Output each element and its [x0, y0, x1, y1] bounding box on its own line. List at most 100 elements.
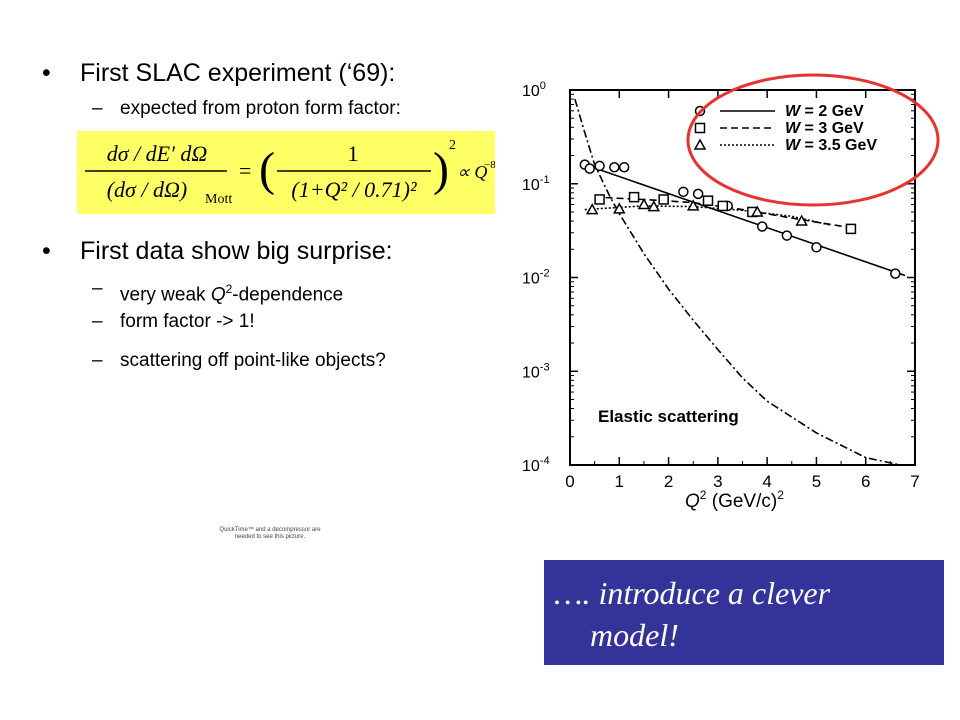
y-tick-label: 10-3 [522, 361, 550, 381]
data-point-circle [756, 221, 768, 232]
y-tick-exponent: -3 [540, 361, 550, 373]
data-point-square [717, 200, 729, 212]
y-tick-label: 100 [522, 80, 546, 100]
bullet-text: First SLAC experiment (‘69): [80, 59, 396, 87]
y-tick-base: 10 [522, 177, 540, 194]
bullet-surprise: • First data show big surprise: [42, 236, 393, 266]
formula-box: dσ / dE′ dΩ (dσ / dΩ) Mott = ( 1 (1+Q² /… [77, 131, 495, 214]
sub-bullet-expected: – expected from proton form factor: [92, 97, 401, 121]
data-point-triangle [585, 203, 599, 215]
sub-bullet-weak-q2: – very weak Q2-dependence [92, 277, 343, 307]
bullet-text: First data show big surprise: [80, 237, 393, 265]
y-tick-label: 10-2 [522, 268, 550, 288]
sub-bullet-q: Q [210, 284, 226, 306]
data-point-square [658, 194, 669, 205]
y-tick-exponent: -4 [540, 455, 550, 467]
data-markers [579, 159, 901, 279]
bullet-slac-experiment: • First SLAC experiment (‘69): [42, 58, 396, 88]
y-tick-exponent: -1 [540, 174, 550, 186]
data-point-triangle [686, 199, 700, 211]
data-point-circle [678, 186, 689, 198]
quicktime-placeholder-note: QuickTime™ and a decompressor are needed… [219, 527, 321, 540]
formula-proportional: ∝ Q [457, 162, 487, 182]
x-tick-label: 7 [910, 472, 919, 491]
sub-bullet-form-factor: – form factor -> 1! [92, 310, 255, 334]
legend-marker-triangle [693, 138, 707, 150]
x-tick-label: 6 [861, 472, 870, 491]
formula-lparen: ( [259, 143, 275, 196]
callout-box: …. introduce a clever model! [544, 560, 944, 665]
data-point-square [845, 223, 857, 235]
formula-prop-exponent: −8 [484, 159, 495, 171]
data-point-square [702, 195, 714, 206]
y-tick-label: 10-1 [522, 174, 550, 194]
bullet-dot: • [42, 237, 51, 265]
formula-numerator: dσ / dE′ dΩ [107, 141, 208, 166]
y-tick-base: 10 [522, 83, 540, 100]
x-axis-label-unit: (GeV/c) [706, 491, 777, 512]
y-tick-base: 10 [522, 364, 540, 381]
x-axis-label-sup: 2 [700, 488, 707, 502]
sub-bullet-point-like: – scattering off point-like objects? [92, 349, 386, 373]
legend-label-rest: = 3 GeV [800, 120, 864, 137]
x-axis-ticks: 0 1 2 3 4 5 6 7 [565, 90, 920, 491]
data-point-triangle [613, 202, 626, 214]
fit-line-circle [584, 163, 906, 277]
y-tick-base: 10 [522, 458, 540, 475]
data-point-circle [618, 161, 630, 173]
x-tick-label: 0 [565, 472, 574, 491]
data-point-triangle [795, 214, 808, 226]
data-point-triangle [751, 205, 764, 217]
formula-mott-subscript: Mott [205, 192, 232, 207]
sub-bullet-pre: very weak [120, 284, 211, 306]
sub-bullet-text: expected from proton form factor: [120, 98, 401, 119]
data-point-circle [811, 242, 822, 253]
x-tick-label: 3 [713, 472, 722, 491]
legend-label: W = 3 GeV [785, 120, 864, 137]
x-tick-label: 4 [762, 472, 771, 491]
y-tick-exponent: -2 [540, 268, 550, 280]
x-tick-label: 1 [615, 472, 624, 491]
data-point-circle [609, 161, 620, 173]
legend-label-var: W [785, 137, 802, 154]
data-point-circle [890, 268, 901, 279]
legend-label: W = 3.5 GeV [785, 137, 877, 154]
x-axis-label-var: Q [685, 491, 700, 512]
y-tick-label: 10-4 [522, 455, 550, 475]
x-axis-label: Q2 (GeV/c)2 [685, 488, 784, 512]
y-tick-exponent: 0 [540, 80, 546, 92]
data-point-square [628, 191, 640, 203]
formula-frac-num: 1 [348, 141, 359, 166]
legend-label-rest: = 2 GeV [800, 103, 864, 120]
sub-dash: – [92, 350, 103, 371]
formula-rparen: ) [433, 143, 449, 196]
legend-label-rest: = 3.5 GeV [800, 137, 877, 154]
formula-frac-den: (1+Q² / 0.71)² [291, 177, 417, 202]
sub-bullet-sup: 2 [225, 282, 233, 296]
y-tick-base: 10 [522, 271, 540, 288]
elastic-scattering-label: Elastic scattering [598, 407, 739, 426]
x-tick-label: 5 [812, 472, 821, 491]
formula-denominator: (dσ / dΩ) [107, 177, 188, 202]
sub-dash: – [92, 311, 103, 332]
x-tick-label: 2 [664, 472, 673, 491]
data-point-triangle [637, 198, 651, 210]
sub-bullet-text: scattering off point-like objects? [120, 350, 386, 371]
data-point-triangle [647, 200, 661, 212]
legend-label-var: W [785, 120, 802, 137]
x-axis-label-unit-sup: 2 [777, 488, 784, 502]
callout-line-2: model! [590, 617, 679, 653]
sub-dash: – [92, 98, 103, 119]
sub-bullet-text: form factor -> 1! [120, 311, 255, 332]
legend-marker-square [694, 122, 706, 134]
data-point-circle [584, 163, 595, 174]
legend-highlight-ellipse [686, 73, 940, 207]
sub-dash: – [92, 278, 103, 299]
fit-line-none [574, 98, 901, 466]
legend-label-var: W [785, 103, 802, 120]
bullet-dot: • [42, 59, 51, 87]
data-point-circle [692, 188, 704, 200]
formula-power: 2 [449, 138, 456, 153]
